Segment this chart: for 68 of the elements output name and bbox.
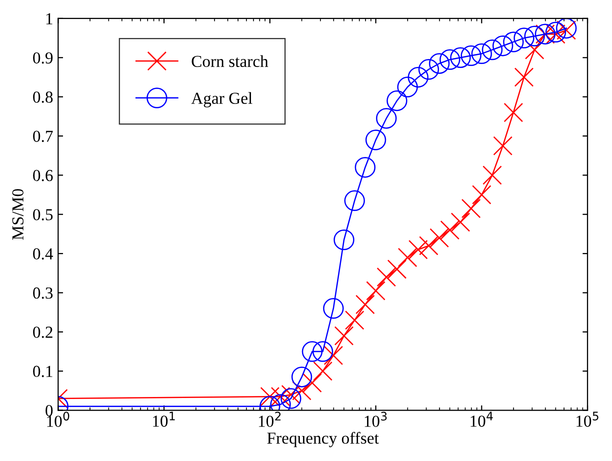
point <box>472 185 492 204</box>
x-tick-label: 10$^{3}$ <box>364 412 387 427</box>
point <box>408 240 428 260</box>
point <box>514 28 534 48</box>
point <box>471 43 492 64</box>
point <box>524 40 544 60</box>
point <box>440 49 460 70</box>
point <box>418 59 440 80</box>
point <box>398 248 418 268</box>
point <box>503 32 524 52</box>
point <box>428 53 450 74</box>
point <box>387 260 407 279</box>
point <box>524 26 545 46</box>
point <box>334 326 354 346</box>
y-tick-label: 0.5 <box>33 209 53 220</box>
point <box>440 220 460 240</box>
point <box>312 341 334 362</box>
point <box>482 39 503 60</box>
x-tick-label: 10$^{4}$ <box>470 412 493 427</box>
point <box>376 108 397 129</box>
point <box>324 346 344 366</box>
point <box>493 136 512 156</box>
point <box>281 384 301 404</box>
point <box>334 229 354 250</box>
y-axis-title: MS/M0 <box>12 189 24 240</box>
point <box>302 341 323 362</box>
point <box>376 267 396 287</box>
y-tick-label: 0.6 <box>33 170 53 182</box>
y-tick-label: 0.2 <box>33 326 52 338</box>
point <box>461 198 481 218</box>
point <box>386 90 408 112</box>
point <box>419 236 438 256</box>
y-tick-label: 0.9 <box>33 52 53 64</box>
point <box>450 212 470 232</box>
x-tick-label: 10$^{5}$ <box>576 412 598 427</box>
point <box>313 361 332 381</box>
point <box>366 281 386 300</box>
point <box>323 298 344 319</box>
x-tick-label: 10$^{2}$ <box>258 412 281 427</box>
point <box>260 386 280 406</box>
legend-label: Corn starch <box>192 55 268 68</box>
point <box>302 373 322 393</box>
x-tick-label: 10$^{1}$ <box>153 412 175 427</box>
y-tick-label: 0.1 <box>33 366 52 378</box>
point <box>344 190 365 211</box>
x-axis-title: Frequency offset <box>267 432 379 448</box>
point <box>514 68 534 87</box>
point <box>270 386 290 406</box>
point <box>504 102 524 122</box>
y-tick-label: 1 <box>46 13 52 24</box>
legend-label: Agar Gel <box>191 92 252 108</box>
y-tick-label: 0.8 <box>33 92 53 103</box>
point <box>450 47 471 68</box>
point <box>430 228 449 248</box>
point <box>291 366 312 388</box>
y-tick-label: 0.3 <box>33 287 53 299</box>
point <box>492 36 514 56</box>
y-tick-label: 0.4 <box>33 248 54 260</box>
y-tick-label: 0.7 <box>33 130 53 142</box>
point <box>344 310 364 330</box>
point <box>460 45 482 66</box>
point <box>280 388 302 409</box>
point <box>397 76 418 98</box>
point <box>365 130 386 150</box>
point <box>356 294 375 314</box>
point <box>408 66 428 88</box>
point <box>354 156 376 178</box>
point <box>482 166 502 185</box>
